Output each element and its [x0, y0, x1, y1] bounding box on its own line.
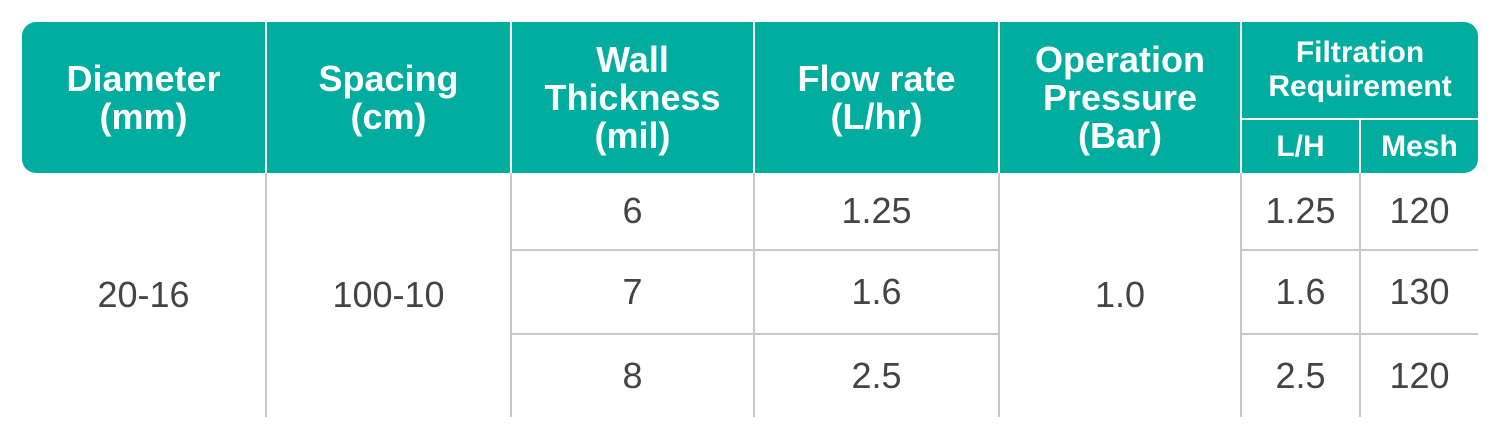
- grid-line: [1240, 333, 1478, 335]
- header-filtration: Filtration Requirement: [1268, 36, 1452, 103]
- cell-wall-thickness: 8: [622, 355, 643, 396]
- header-divider: [1240, 22, 1242, 173]
- header-diameter: Diameter (mm): [66, 57, 221, 137]
- cell-flow-rate: 1.25: [841, 190, 912, 231]
- cell-lh: 1.25: [1265, 190, 1336, 231]
- grid-line: [1240, 249, 1478, 251]
- header-flow-rate: Flow rate (L/hr): [797, 57, 956, 137]
- grid-line: [753, 173, 755, 417]
- header-spacing: Spacing (cm): [318, 57, 459, 137]
- cell-mesh: 120: [1389, 190, 1450, 231]
- cell-lh: 1.6: [1275, 271, 1326, 312]
- grid-line: [510, 333, 998, 335]
- header-operation-pressure: Operation Pressure (Bar): [1034, 38, 1205, 156]
- header-lh: L/H: [1276, 129, 1325, 163]
- header-divider: [510, 22, 512, 173]
- grid-line: [1240, 173, 1242, 417]
- cell-pressure: 1.0: [1094, 274, 1146, 315]
- header-divider: [265, 22, 267, 173]
- cell-diameter: 20-16: [97, 274, 190, 315]
- cell-mesh: 120: [1389, 355, 1450, 396]
- cell-lh: 2.5: [1275, 355, 1326, 396]
- cell-spacing: 100-10: [332, 274, 445, 315]
- header-divider: [753, 22, 755, 173]
- header-divider: [998, 22, 1000, 173]
- grid-line: [1359, 173, 1361, 417]
- grid-line: [510, 249, 998, 251]
- cell-mesh: 130: [1389, 271, 1450, 312]
- header-mesh: Mesh: [1381, 129, 1458, 163]
- cell-wall-thickness: 7: [622, 271, 643, 312]
- table-header: Diameter (mm) Spacing (cm) Wall Thicknes…: [22, 22, 1478, 173]
- cell-flow-rate: 1.6: [851, 271, 902, 312]
- grid-line: [265, 173, 267, 417]
- header-wall-thickness: Wall Thickness (mil): [544, 38, 721, 156]
- grid-line: [510, 173, 512, 417]
- header-divider: [1359, 118, 1361, 173]
- cell-wall-thickness: 6: [622, 190, 643, 231]
- grid-line: [998, 173, 1000, 417]
- cell-flow-rate: 2.5: [851, 355, 902, 396]
